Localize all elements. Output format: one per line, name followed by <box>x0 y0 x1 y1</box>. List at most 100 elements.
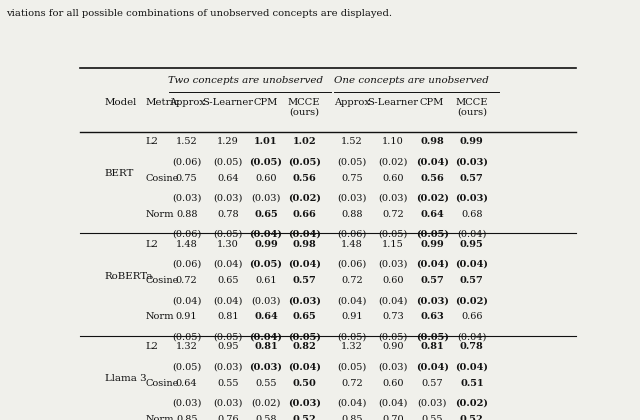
Text: 0.81: 0.81 <box>420 342 444 351</box>
Text: 1.30: 1.30 <box>217 240 239 249</box>
Text: Llama 3: Llama 3 <box>105 374 147 383</box>
Text: 0.85: 0.85 <box>341 415 362 420</box>
Text: 0.99: 0.99 <box>254 240 278 249</box>
Text: 0.98: 0.98 <box>420 137 444 147</box>
Text: 0.78: 0.78 <box>460 342 484 351</box>
Text: (0.05): (0.05) <box>213 230 243 239</box>
Text: Approx: Approx <box>169 97 205 107</box>
Text: 0.50: 0.50 <box>292 378 316 388</box>
Text: 1.48: 1.48 <box>341 240 363 249</box>
Text: 0.60: 0.60 <box>382 173 404 183</box>
Text: 1.10: 1.10 <box>382 137 404 147</box>
Text: 0.55: 0.55 <box>421 415 443 420</box>
Text: 0.88: 0.88 <box>176 210 197 219</box>
Text: (0.06): (0.06) <box>337 230 367 239</box>
Text: 0.56: 0.56 <box>420 173 444 183</box>
Text: 0.57: 0.57 <box>420 276 444 285</box>
Text: (0.04): (0.04) <box>288 260 321 269</box>
Text: Cosine: Cosine <box>145 378 179 388</box>
Text: (0.03): (0.03) <box>288 399 321 407</box>
Text: Two concepts are unobserved: Two concepts are unobserved <box>168 76 323 85</box>
Text: 0.78: 0.78 <box>217 210 239 219</box>
Text: (0.03): (0.03) <box>288 296 321 305</box>
Text: (0.04): (0.04) <box>213 296 243 305</box>
Text: 0.64: 0.64 <box>217 173 239 183</box>
Text: Cosine: Cosine <box>145 173 179 183</box>
Text: (0.04): (0.04) <box>457 332 486 341</box>
Text: 0.52: 0.52 <box>292 415 316 420</box>
Text: (0.03): (0.03) <box>456 158 488 166</box>
Text: 0.55: 0.55 <box>217 378 239 388</box>
Text: (0.04): (0.04) <box>457 230 486 239</box>
Text: MCCE
(ours): MCCE (ours) <box>288 97 321 117</box>
Text: viations for all possible combinations of unobserved concepts are displayed.: viations for all possible combinations o… <box>6 9 392 18</box>
Text: 0.72: 0.72 <box>341 276 363 285</box>
Text: 0.66: 0.66 <box>292 210 316 219</box>
Text: Norm: Norm <box>145 312 174 321</box>
Text: (0.06): (0.06) <box>172 260 201 269</box>
Text: 1.29: 1.29 <box>217 137 239 147</box>
Text: (0.04): (0.04) <box>250 332 282 341</box>
Text: (0.03): (0.03) <box>337 194 367 203</box>
Text: (0.03): (0.03) <box>378 362 408 371</box>
Text: (0.02): (0.02) <box>288 194 321 203</box>
Text: 0.81: 0.81 <box>254 342 278 351</box>
Text: 0.65: 0.65 <box>254 210 278 219</box>
Text: 0.64: 0.64 <box>176 378 198 388</box>
Text: 0.57: 0.57 <box>460 173 484 183</box>
Text: 0.57: 0.57 <box>421 378 443 388</box>
Text: (0.03): (0.03) <box>172 399 202 407</box>
Text: 0.88: 0.88 <box>341 210 362 219</box>
Text: (0.04): (0.04) <box>378 296 408 305</box>
Text: 0.98: 0.98 <box>292 240 316 249</box>
Text: (0.05): (0.05) <box>250 158 282 166</box>
Text: 1.02: 1.02 <box>292 137 316 147</box>
Text: 0.63: 0.63 <box>420 312 444 321</box>
Text: 1.52: 1.52 <box>341 137 363 147</box>
Text: 0.76: 0.76 <box>217 415 239 420</box>
Text: 0.81: 0.81 <box>217 312 239 321</box>
Text: 0.64: 0.64 <box>254 312 278 321</box>
Text: Norm: Norm <box>145 415 174 420</box>
Text: (0.03): (0.03) <box>250 362 282 371</box>
Text: 0.55: 0.55 <box>255 378 276 388</box>
Text: 0.72: 0.72 <box>176 276 198 285</box>
Text: (0.04): (0.04) <box>337 296 367 305</box>
Text: Norm: Norm <box>145 210 174 219</box>
Text: 0.58: 0.58 <box>255 415 276 420</box>
Text: (0.06): (0.06) <box>172 158 201 166</box>
Text: (0.04): (0.04) <box>456 260 488 269</box>
Text: One concepts are unobserved: One concepts are unobserved <box>335 76 489 85</box>
Text: 0.90: 0.90 <box>382 342 404 351</box>
Text: (0.04): (0.04) <box>378 399 408 407</box>
Text: (0.05): (0.05) <box>337 158 367 166</box>
Text: (0.02): (0.02) <box>378 158 408 166</box>
Text: 0.57: 0.57 <box>292 276 316 285</box>
Text: (0.04): (0.04) <box>416 260 449 269</box>
Text: (0.03): (0.03) <box>456 194 488 203</box>
Text: RoBERTa: RoBERTa <box>105 272 154 281</box>
Text: (0.03): (0.03) <box>417 399 447 407</box>
Text: (0.05): (0.05) <box>213 332 243 341</box>
Text: 0.64: 0.64 <box>420 210 444 219</box>
Text: 0.91: 0.91 <box>341 312 363 321</box>
Text: 1.48: 1.48 <box>176 240 198 249</box>
Text: MCCE
(ours): MCCE (ours) <box>456 97 488 117</box>
Text: 0.75: 0.75 <box>341 173 363 183</box>
Text: Cosine: Cosine <box>145 276 179 285</box>
Text: (0.04): (0.04) <box>416 362 449 371</box>
Text: Model: Model <box>105 97 137 107</box>
Text: (0.03): (0.03) <box>252 194 281 203</box>
Text: 0.70: 0.70 <box>382 415 404 420</box>
Text: 0.99: 0.99 <box>420 240 444 249</box>
Text: 0.85: 0.85 <box>176 415 197 420</box>
Text: 0.60: 0.60 <box>255 173 276 183</box>
Text: 0.72: 0.72 <box>341 378 363 388</box>
Text: CPM: CPM <box>420 97 444 107</box>
Text: (0.03): (0.03) <box>378 194 408 203</box>
Text: BERT: BERT <box>105 169 134 178</box>
Text: (0.05): (0.05) <box>337 332 367 341</box>
Text: 0.60: 0.60 <box>382 378 404 388</box>
Text: (0.06): (0.06) <box>337 260 367 269</box>
Text: (0.05): (0.05) <box>288 158 321 166</box>
